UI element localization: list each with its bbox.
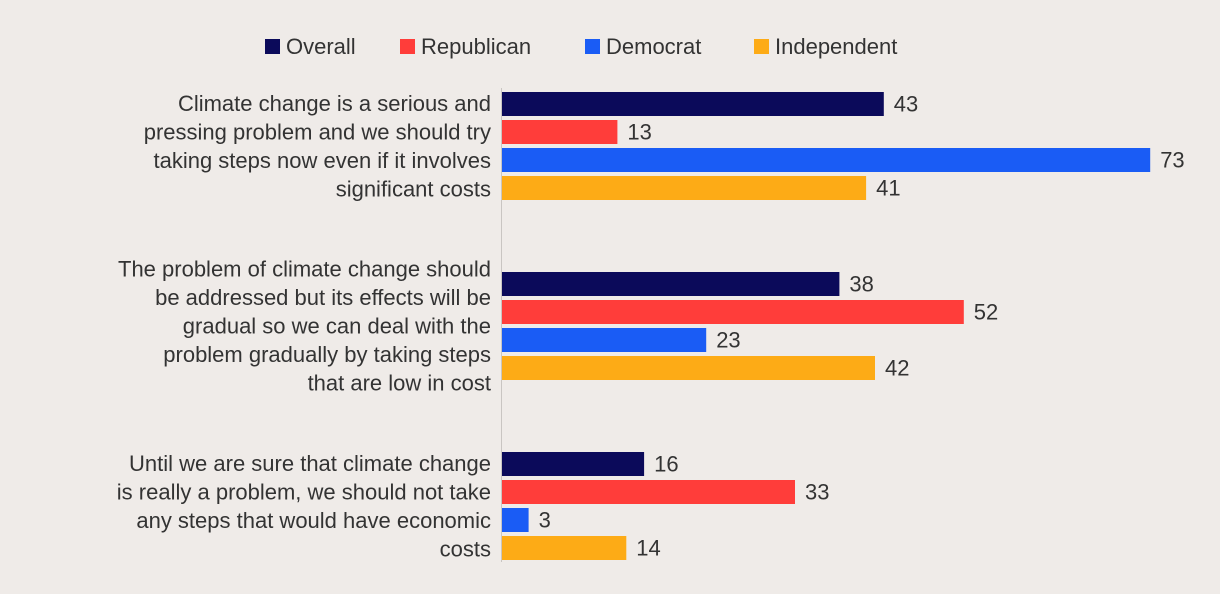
legend-label-democrat: Democrat — [606, 34, 701, 59]
legend-label-overall: Overall — [286, 34, 356, 59]
value-label-republican-cat1: 13 — [627, 120, 651, 145]
category-label-line: significant costs — [336, 176, 491, 201]
value-label-democrat-cat1: 73 — [1160, 148, 1184, 173]
bar-independent-cat1 — [502, 176, 867, 200]
bar-republican-cat3 — [502, 480, 795, 504]
value-label-overall-cat1: 43 — [894, 92, 918, 117]
category-label-line: is really a problem, we should not take — [117, 479, 491, 504]
legend-swatch-overall — [265, 39, 280, 54]
value-label-republican-cat2: 52 — [974, 300, 998, 325]
bar-democrat-cat3 — [502, 508, 529, 532]
bar-independent-cat3 — [502, 536, 627, 560]
category-label-1: Climate change is a serious and pressing … — [144, 91, 491, 202]
category-label-line: pressing problem and we should try — [144, 119, 491, 144]
bar-overall-cat1 — [502, 92, 884, 116]
value-label-independent-cat3: 14 — [636, 536, 660, 561]
bar-overall-cat3 — [502, 452, 645, 476]
value-label-independent-cat2: 42 — [885, 356, 909, 381]
value-label-republican-cat3: 33 — [805, 480, 829, 505]
category-label-3: Until we are sure that climate change is … — [117, 451, 491, 562]
legend-label-independent: Independent — [775, 34, 897, 59]
legend-swatch-republican — [400, 39, 415, 54]
bar-democrat-cat2 — [502, 328, 707, 352]
bar-democrat-cat1 — [502, 148, 1151, 172]
category-labels: Climate change is a serious and pressing … — [117, 91, 491, 562]
bar-republican-cat2 — [502, 300, 964, 324]
legend-swatch-democrat — [585, 39, 600, 54]
category-label-line: Until we are sure that climate change — [129, 451, 491, 476]
category-label-line: any steps that would have economic — [136, 508, 491, 533]
category-label-line: Climate change is a serious and — [178, 91, 491, 116]
bar-republican-cat1 — [502, 120, 618, 144]
category-label-line: gradual so we can deal with the — [183, 314, 491, 339]
category-label-line: The problem of climate change should — [118, 257, 491, 282]
value-label-democrat-cat3: 3 — [539, 508, 551, 533]
category-label-line: costs — [440, 536, 491, 561]
value-label-overall-cat2: 38 — [849, 272, 873, 297]
category-label-line: that are low in cost — [308, 371, 491, 396]
bar-independent-cat2 — [502, 356, 875, 380]
value-label-independent-cat1: 41 — [876, 176, 900, 201]
category-label-line: problem gradually by taking steps — [163, 342, 491, 367]
category-label-line: be addressed but its effects will be — [155, 285, 491, 310]
category-label-line: taking steps now even if it involves — [153, 148, 491, 173]
value-label-democrat-cat2: 23 — [716, 328, 740, 353]
legend-swatch-independent — [754, 39, 769, 54]
category-label-2: The problem of climate change should be a… — [118, 257, 491, 396]
legend: Overall Republican Democrat Independent — [265, 34, 897, 59]
bar-overall-cat2 — [502, 272, 840, 296]
value-label-overall-cat3: 16 — [654, 452, 678, 477]
legend-label-republican: Republican — [421, 34, 531, 59]
